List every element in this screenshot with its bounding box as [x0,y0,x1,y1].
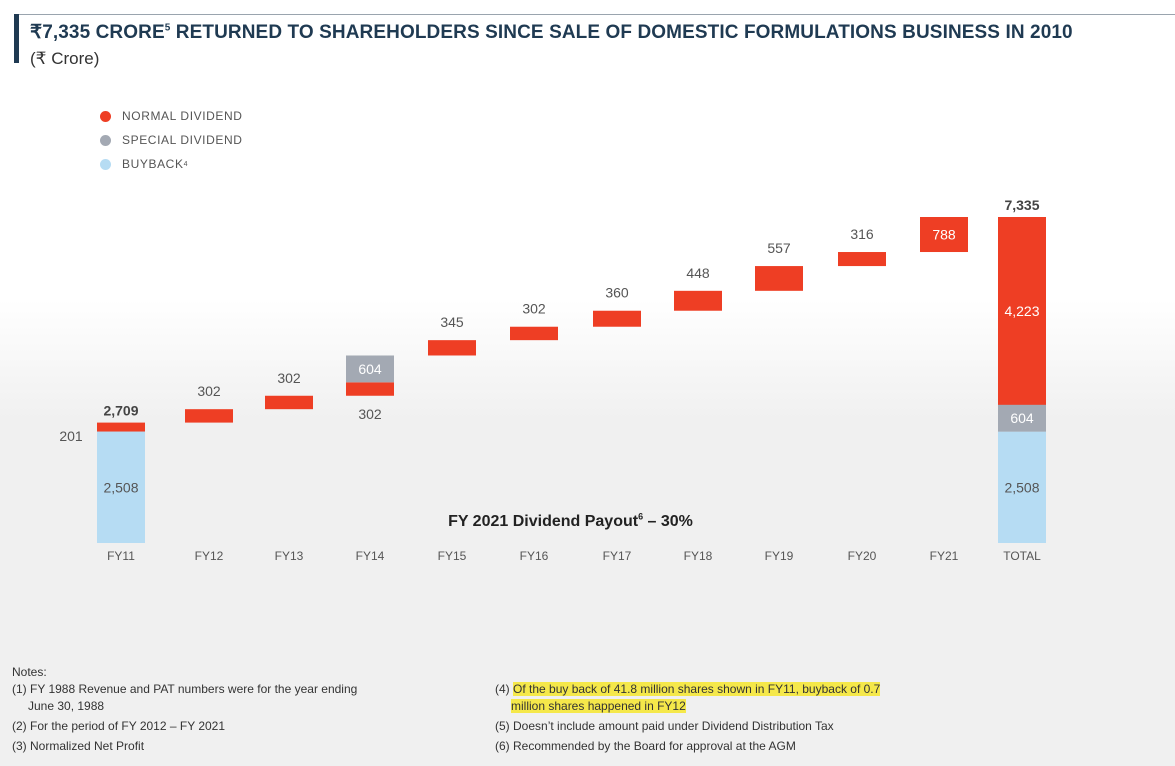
page-title: ₹7,335 CRORE5 RETURNED TO SHAREHOLDERS S… [30,21,1073,44]
legend-swatch [100,134,111,146]
bar-normal-dividend [755,266,803,291]
chart-legend: NORMAL DIVIDEND SPECIAL DIVIDEND BUYBACK… [100,104,243,176]
title-main: ₹7,335 CRORE [30,22,165,43]
note-1: (1) FY 1988 Revenue and PAT numbers were… [12,682,358,696]
bar-normal-dividend [510,326,558,341]
x-tick-label: FY17 [603,549,632,563]
x-tick-label: FY20 [848,549,877,563]
title-rest: RETURNED TO SHAREHOLDERS SINCE SALE OF D… [170,22,1073,43]
x-tick-label: FY16 [520,549,549,563]
title-footnote: 5 [164,22,171,34]
notes-left: Notes: (1) FY 1988 Revenue and PAT numbe… [12,664,357,755]
label-normal-dividend: 302 [277,370,301,386]
title-accent-bar [14,14,19,63]
x-tick-label: FY11 [107,549,135,563]
label-cumulative: 7,335 [1004,197,1039,213]
label-buyback: 2,508 [103,479,138,495]
bar-normal-dividend [265,395,313,410]
bar-normal-dividend [838,252,886,267]
note-2: (2) For the period of FY 2012 – FY 2021 [12,719,226,733]
x-tick-label: FY18 [684,549,713,563]
legend-normal-dividend: NORMAL DIVIDEND [100,104,243,128]
x-tick-label: FY14 [356,549,385,563]
label-normal-dividend: 201 [59,428,83,444]
bar-normal-dividend [428,340,476,356]
legend-label: NORMAL DIVIDEND [122,109,243,123]
payout-value: – 30% [643,513,693,531]
label-normal-dividend: 316 [850,226,874,242]
unit-subtitle: (₹ Crore) [30,49,100,68]
notes-right: (4) Of the buy back of 41.8 million shar… [495,681,881,755]
label-normal-dividend: 302 [358,406,382,422]
waterfall-chart: 2,508 201 2,709 FY11 302 FY12 302 FY13 302 604 FY1… [59,197,1046,563]
note-4-cont: million shares happened in FY12 [495,698,880,715]
legend-footnote: 4 [183,160,189,168]
label-normal-dividend: 302 [197,383,221,399]
note-5: (5) Doesn’t include amount paid under Di… [495,719,834,733]
legend-swatch [100,110,111,122]
x-tick-label: FY15 [438,549,467,563]
bar-buyback [998,431,1046,543]
x-tick-label: FY13 [275,549,304,563]
legend-label: BUYBACK [122,157,184,171]
bar-normal-dividend [920,217,968,253]
x-tick-label: FY12 [195,549,224,563]
bar-normal-dividend [97,422,145,432]
x-tick-label: FY21 [930,549,959,563]
label-buyback: 2,508 [1004,479,1039,495]
label-normal-dividend: 302 [522,301,546,317]
notes-heading: Notes: [12,665,47,679]
label-normal-dividend: 360 [605,285,629,301]
note-4-text: Of the buy back of 41.8 million shares s… [513,682,881,696]
note-4-text-cont: million shares happened in FY12 [511,699,686,713]
label-special-dividend: 604 [1010,410,1034,426]
label-normal-dividend: 557 [767,240,791,256]
label-normal-dividend: 4,223 [1004,303,1039,319]
legend-label: SPECIAL DIVIDEND [122,133,243,147]
label-normal-dividend: 788 [932,227,956,243]
label-normal-dividend: 448 [686,265,710,281]
payout-label: FY 2021 Dividend Payout [448,513,639,531]
bar-normal-dividend [185,409,233,423]
bar-normal-dividend [593,310,641,327]
legend-special-dividend: SPECIAL DIVIDEND [100,128,243,152]
note-4: (4) Of the buy back of 41.8 million shar… [495,681,881,698]
note-4-num: (4) [495,682,513,696]
x-tick-label: TOTAL [1003,549,1041,563]
payout-footnote: 6 [638,512,644,522]
label-special-dividend: 604 [358,361,382,377]
x-tick-label: FY19 [765,549,794,563]
label-cumulative: 2,709 [103,403,138,419]
payout-annotation: FY 2021 Dividend Payout6 – 30% [0,512,1175,531]
bar-special-dividend [346,355,394,383]
bar-normal-dividend [346,382,394,396]
bar-special-dividend [998,404,1046,432]
legend-buyback: BUYBACK 4 [100,152,243,176]
bar-normal-dividend [998,217,1046,405]
bar-normal-dividend [674,290,722,311]
label-normal-dividend: 345 [440,314,464,330]
note-6: (6) Recommended by the Board for approva… [495,739,796,753]
top-rule [14,14,1175,15]
note-3: (3) Normalized Net Profit [12,739,145,753]
bar-buyback [97,431,145,543]
note-1-cont: June 30, 1988 [28,699,105,713]
legend-swatch [100,158,111,170]
